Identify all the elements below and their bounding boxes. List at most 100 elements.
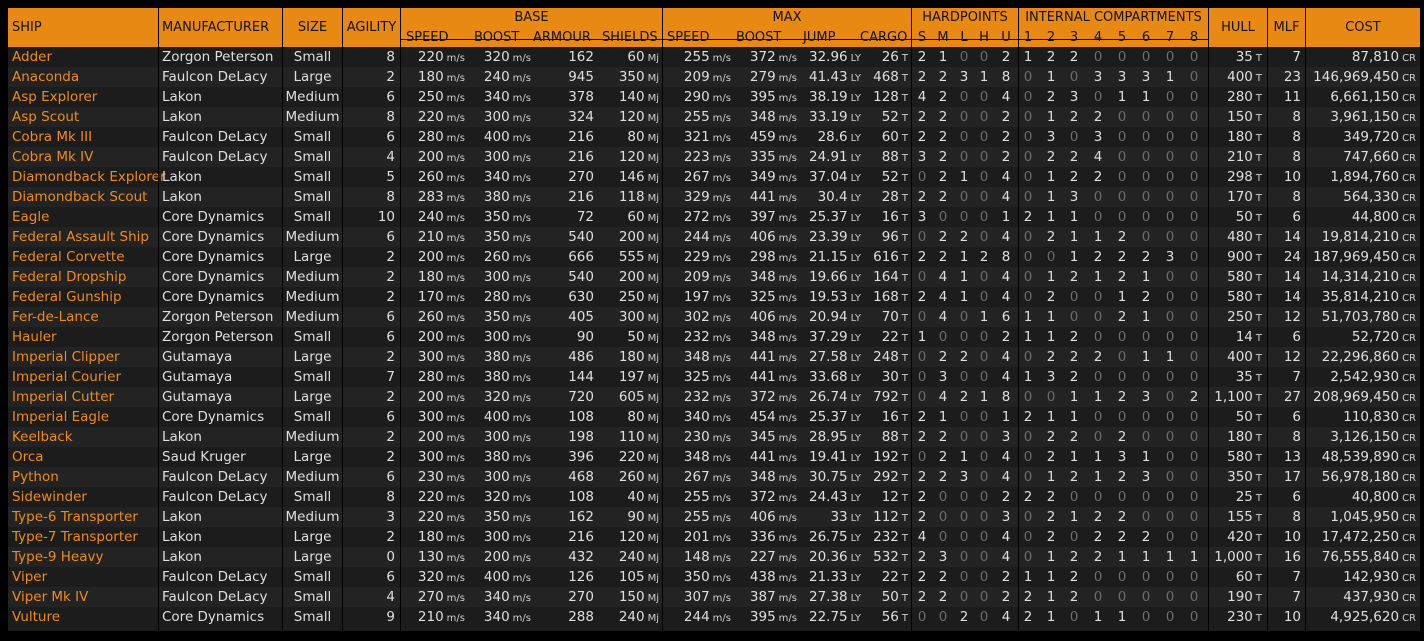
col-header-internal-8[interactable]: 8	[1189, 30, 1199, 45]
col-header-hardpoint-m[interactable]: M	[937, 30, 949, 45]
table-row[interactable]: Cobra Mk III Faulcon DeLacy Small 6 280 m/s 40…	[8, 127, 1420, 147]
ship-name-link[interactable]: Anaconda	[12, 69, 80, 85]
table-row[interactable]: Adder Zorgon Peterson Small 8 220 m/s 320 m/s 16…	[8, 47, 1420, 67]
table-row[interactable]: Imperial Eagle Core Dynamics Small 6 300 m/s 4…	[8, 407, 1420, 427]
table-row[interactable]: Eagle Core Dynamics Small 10 240 m/s 350 m/s 72 6…	[8, 207, 1420, 227]
group-header-max[interactable]: MAX	[772, 10, 802, 25]
ship-name-link[interactable]: Imperial Clipper	[12, 349, 120, 365]
agility-cell: 6	[343, 328, 395, 346]
table-row[interactable]: Anaconda Faulcon DeLacy Large 2 180 m/s 240 m/s…	[8, 67, 1420, 87]
col-header-internal-2[interactable]: 2	[1046, 30, 1056, 45]
table-row[interactable]: Imperial Cutter Gutamaya Large 2 200 m/s 320 m/…	[8, 387, 1420, 407]
col-header-hardpoint-l[interactable]: L	[960, 30, 968, 45]
col-header-size[interactable]: SIZE	[297, 20, 328, 35]
group-header-base[interactable]: BASE	[514, 10, 549, 25]
internal-compartment-cell-value: 0	[1046, 389, 1056, 405]
ship-name-link[interactable]: Federal Assault Ship	[12, 229, 149, 245]
table-row[interactable]: Asp Explorer Lakon Medium 6 250 m/s 340 m/s 378 1…	[8, 87, 1420, 107]
col-header-mlf[interactable]: MLF	[1273, 20, 1300, 35]
ship-name-link[interactable]: Eagle	[12, 209, 50, 225]
ship-name-link[interactable]: Fer-de-Lance	[12, 309, 99, 325]
col-header-max-boost[interactable]: BOOST	[736, 30, 782, 45]
ship-name-link[interactable]: Asp Explorer	[12, 89, 98, 105]
col-header-base-speed[interactable]: SPEED	[406, 30, 449, 45]
col-header-max-speed[interactable]: SPEED	[667, 30, 710, 45]
ship-name-link[interactable]: Type-7 Transporter	[12, 529, 138, 545]
internal-compartment-cell: 2	[1114, 388, 1130, 406]
table-row[interactable]: Hauler Zorgon Peterson Small 6 200 m/s 300 m/s 9…	[8, 327, 1420, 347]
col-header-internal-5[interactable]: 5	[1117, 30, 1127, 45]
ship-name-link[interactable]: Imperial Courier	[12, 369, 122, 385]
col-header-shields[interactable]: SHIELDS	[602, 30, 658, 45]
table-row[interactable]: Federal Dropship Core Dynamics Medium 2 180 m…	[8, 267, 1420, 287]
table-row[interactable]: Orca Saud Kruger Large 2 300 m/s 380 m/s 396 220 M…	[8, 447, 1420, 467]
ship-name-link[interactable]: Cobra Mk IV	[12, 149, 94, 165]
table-row[interactable]: Sidewinder Faulcon DeLacy Small 8 220 m/s 320 m…	[8, 487, 1420, 507]
hardpoint-cell-value: 2	[959, 609, 969, 625]
table-row[interactable]: Imperial Courier Gutamaya Small 7 280 m/s 380 m…	[8, 367, 1420, 387]
group-header-hardpoints[interactable]: HARDPOINTS	[922, 10, 1008, 25]
ship-name-link[interactable]: Imperial Cutter	[12, 389, 115, 405]
table-row[interactable]: Vulture Core Dynamics Small 9 210 m/s 340 m/s 28…	[8, 607, 1420, 627]
col-header-internal-6[interactable]: 6	[1141, 30, 1151, 45]
table-row[interactable]: Diamondback Scout Lakon Small 8 283 m/s 380 m/s…	[8, 187, 1420, 207]
shields-cell-value: 40	[627, 489, 645, 505]
col-header-hardpoint-s[interactable]: S	[917, 30, 927, 45]
col-header-internal-7[interactable]: 7	[1165, 30, 1175, 45]
ship-name-link[interactable]: Viper Mk IV	[12, 589, 89, 605]
table-row[interactable]: Federal Assault Ship Core Dynamics Medium 6…	[8, 227, 1420, 247]
table-row[interactable]: Viper Mk IV Faulcon DeLacy Small 4 270 m/s 340…	[8, 587, 1420, 607]
col-header-hardpoint-u[interactable]: U	[1001, 30, 1011, 45]
ship-name-link[interactable]: Keelback	[12, 429, 73, 445]
ship-name-link[interactable]: Orca	[12, 449, 44, 465]
col-header-cost[interactable]: COST	[1345, 20, 1381, 35]
table-row[interactable]: Diamondback Explorer Lakon Small 5 260 m/s 340…	[8, 167, 1420, 187]
ship-name-link[interactable]: Type-9 Heavy	[12, 549, 104, 565]
ship-name-link[interactable]: Python	[12, 469, 59, 485]
ship-name-link[interactable]: Asp Scout	[12, 109, 80, 125]
col-header-internal-3[interactable]: 3	[1069, 30, 1079, 45]
table-row[interactable]: Federal Gunship Core Dynamics Medium 2 170 m/…	[8, 287, 1420, 307]
ship-name-link[interactable]: Federal Corvette	[12, 249, 125, 265]
table-row[interactable]: Type-7 Transporter Lakon Large 2 180 m/s 300 m/…	[8, 527, 1420, 547]
internal-compartment-cell-value: 0	[1141, 49, 1151, 65]
table-row[interactable]: Federal Corvette Core Dynamics Large 2 200 m/…	[8, 247, 1420, 267]
ship-name-link[interactable]: Hauler	[12, 329, 57, 345]
col-header-cargo[interactable]: CARGO	[860, 30, 908, 45]
table-row[interactable]: Imperial Clipper Gutamaya Large 2 300 m/s 380 m…	[8, 347, 1420, 367]
table-row[interactable]: Type-6 Transporter Lakon Medium 3 220 m/s 350 m…	[8, 507, 1420, 527]
col-header-manufacturer[interactable]: MANUFACTURER	[162, 20, 270, 35]
ship-name-link[interactable]: Vulture	[12, 609, 61, 625]
table-row[interactable]: Fer-de-Lance Zorgon Peterson Medium 6 260 m/s…	[8, 307, 1420, 327]
ship-name-link[interactable]: Adder	[12, 49, 52, 65]
col-header-hull[interactable]: HULL	[1221, 20, 1255, 35]
col-header-armour[interactable]: ARMOUR	[533, 30, 591, 45]
cost-cell: 35,814,210 CR	[1306, 288, 1416, 306]
col-header-ship[interactable]: SHIP	[12, 20, 42, 35]
col-header-jump[interactable]: JUMP	[803, 30, 836, 45]
col-header-hardpoint-h[interactable]: H	[979, 30, 989, 45]
table-row[interactable]: Python Faulcon DeLacy Medium 6 230 m/s 300 m/s 4…	[8, 467, 1420, 487]
group-header-internal-compartments[interactable]: INTERNAL COMPARTMENTS	[1025, 10, 1202, 25]
table-row[interactable]: Type-9 Heavy Lakon Large 0 130 m/s 200 m/s 432 24…	[8, 547, 1420, 567]
col-header-agility[interactable]: AGILITY	[346, 20, 397, 35]
base-speed-cell-value: 200	[417, 329, 444, 345]
ship-name-link[interactable]: Sidewinder	[12, 489, 87, 505]
table-row[interactable]: Keelback Lakon Medium 2 200 m/s 300 m/s 198 110 Mj…	[8, 427, 1420, 447]
table-row[interactable]: Cobra Mk IV Faulcon DeLacy Small 4 200 m/s 300…	[8, 147, 1420, 167]
ship-name-link[interactable]: Federal Gunship	[12, 289, 122, 305]
ship-name-link[interactable]: Type-6 Transporter	[12, 509, 138, 525]
cargo-cell-value: 16	[881, 209, 899, 225]
ship-name-link[interactable]: Viper	[12, 569, 48, 585]
col-header-internal-1[interactable]: 1	[1023, 30, 1033, 45]
ship-name-link[interactable]: Federal Dropship	[12, 269, 127, 285]
col-header-internal-4[interactable]: 4	[1093, 30, 1103, 45]
table-row[interactable]: Asp Scout Lakon Medium 8 220 m/s 300 m/s 324 120 M…	[8, 107, 1420, 127]
ship-name-link[interactable]: Diamondback Explorer	[12, 169, 166, 185]
ship-name-link[interactable]: Cobra Mk III	[12, 129, 93, 145]
ship-name-link[interactable]: Imperial Eagle	[12, 409, 110, 425]
max-speed-cell-unit: m/s	[712, 573, 731, 584]
table-row[interactable]: Viper Faulcon DeLacy Small 6 320 m/s 400 m/s 126…	[8, 567, 1420, 587]
col-header-base-boost[interactable]: BOOST	[474, 30, 520, 45]
ship-name-link[interactable]: Diamondback Scout	[12, 189, 148, 205]
